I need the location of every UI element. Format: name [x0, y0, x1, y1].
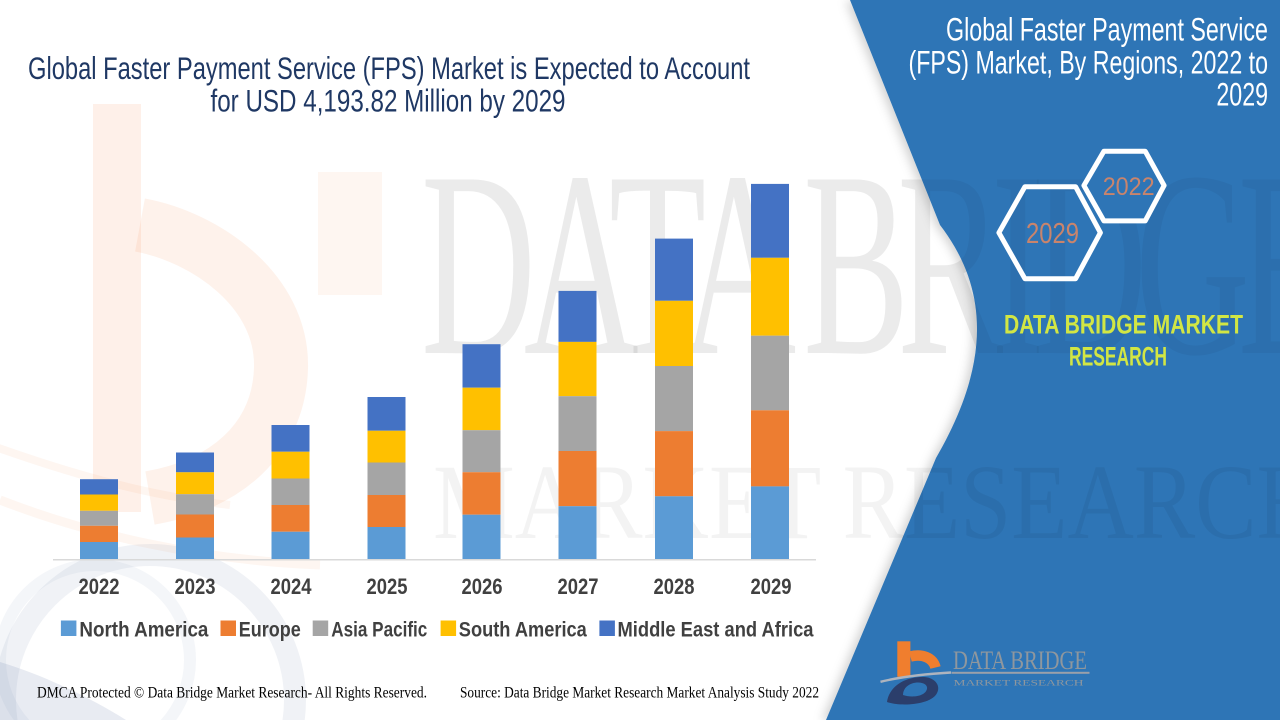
svg-text:2029: 2029	[751, 574, 792, 599]
svg-text:MARKET RESEARCH: MARKET RESEARCH	[954, 678, 1084, 688]
svg-text:DATA BRIDGE: DATA BRIDGE	[953, 646, 1087, 675]
svg-text:2028: 2028	[654, 574, 695, 599]
svg-text:(FPS) Market, By Regions, 2022: (FPS) Market, By Regions, 2022 to	[909, 44, 1269, 80]
svg-text:2026: 2026	[462, 574, 503, 599]
svg-text:South America: South America	[459, 617, 588, 641]
svg-text:DMCA Protected © Data Bridge M: DMCA Protected © Data Bridge Market Rese…	[37, 685, 427, 702]
svg-text:2022: 2022	[1103, 173, 1155, 201]
svg-text:2024: 2024	[271, 574, 313, 599]
svg-text:2029: 2029	[1216, 77, 1268, 113]
svg-text:Asia Pacific: Asia Pacific	[331, 617, 427, 641]
svg-text:2029: 2029	[1026, 218, 1079, 250]
svg-text:2027: 2027	[558, 574, 599, 599]
svg-text:DATA BRIDGE MARKET: DATA BRIDGE MARKET	[1004, 310, 1243, 340]
svg-text:Global Faster Payment Service: Global Faster Payment Service (FPS) Mark…	[28, 50, 750, 86]
svg-text:Source: Data Bridge Market Res: Source: Data Bridge Market Research Mark…	[460, 685, 819, 702]
svg-text:Middle East and Africa: Middle East and Africa	[618, 617, 815, 641]
svg-text:North America: North America	[79, 617, 209, 641]
svg-text:RESEARCH: RESEARCH	[1069, 342, 1167, 372]
svg-text:2025: 2025	[367, 574, 408, 599]
svg-text:Europe: Europe	[239, 617, 301, 641]
svg-text:for USD 4,193.82 Million by 20: for USD 4,193.82 Million by 2029	[211, 83, 566, 119]
svg-text:2023: 2023	[175, 574, 216, 599]
svg-text:Global Faster Payment Service: Global Faster Payment Service	[946, 12, 1268, 48]
svg-text:2022: 2022	[79, 574, 120, 599]
